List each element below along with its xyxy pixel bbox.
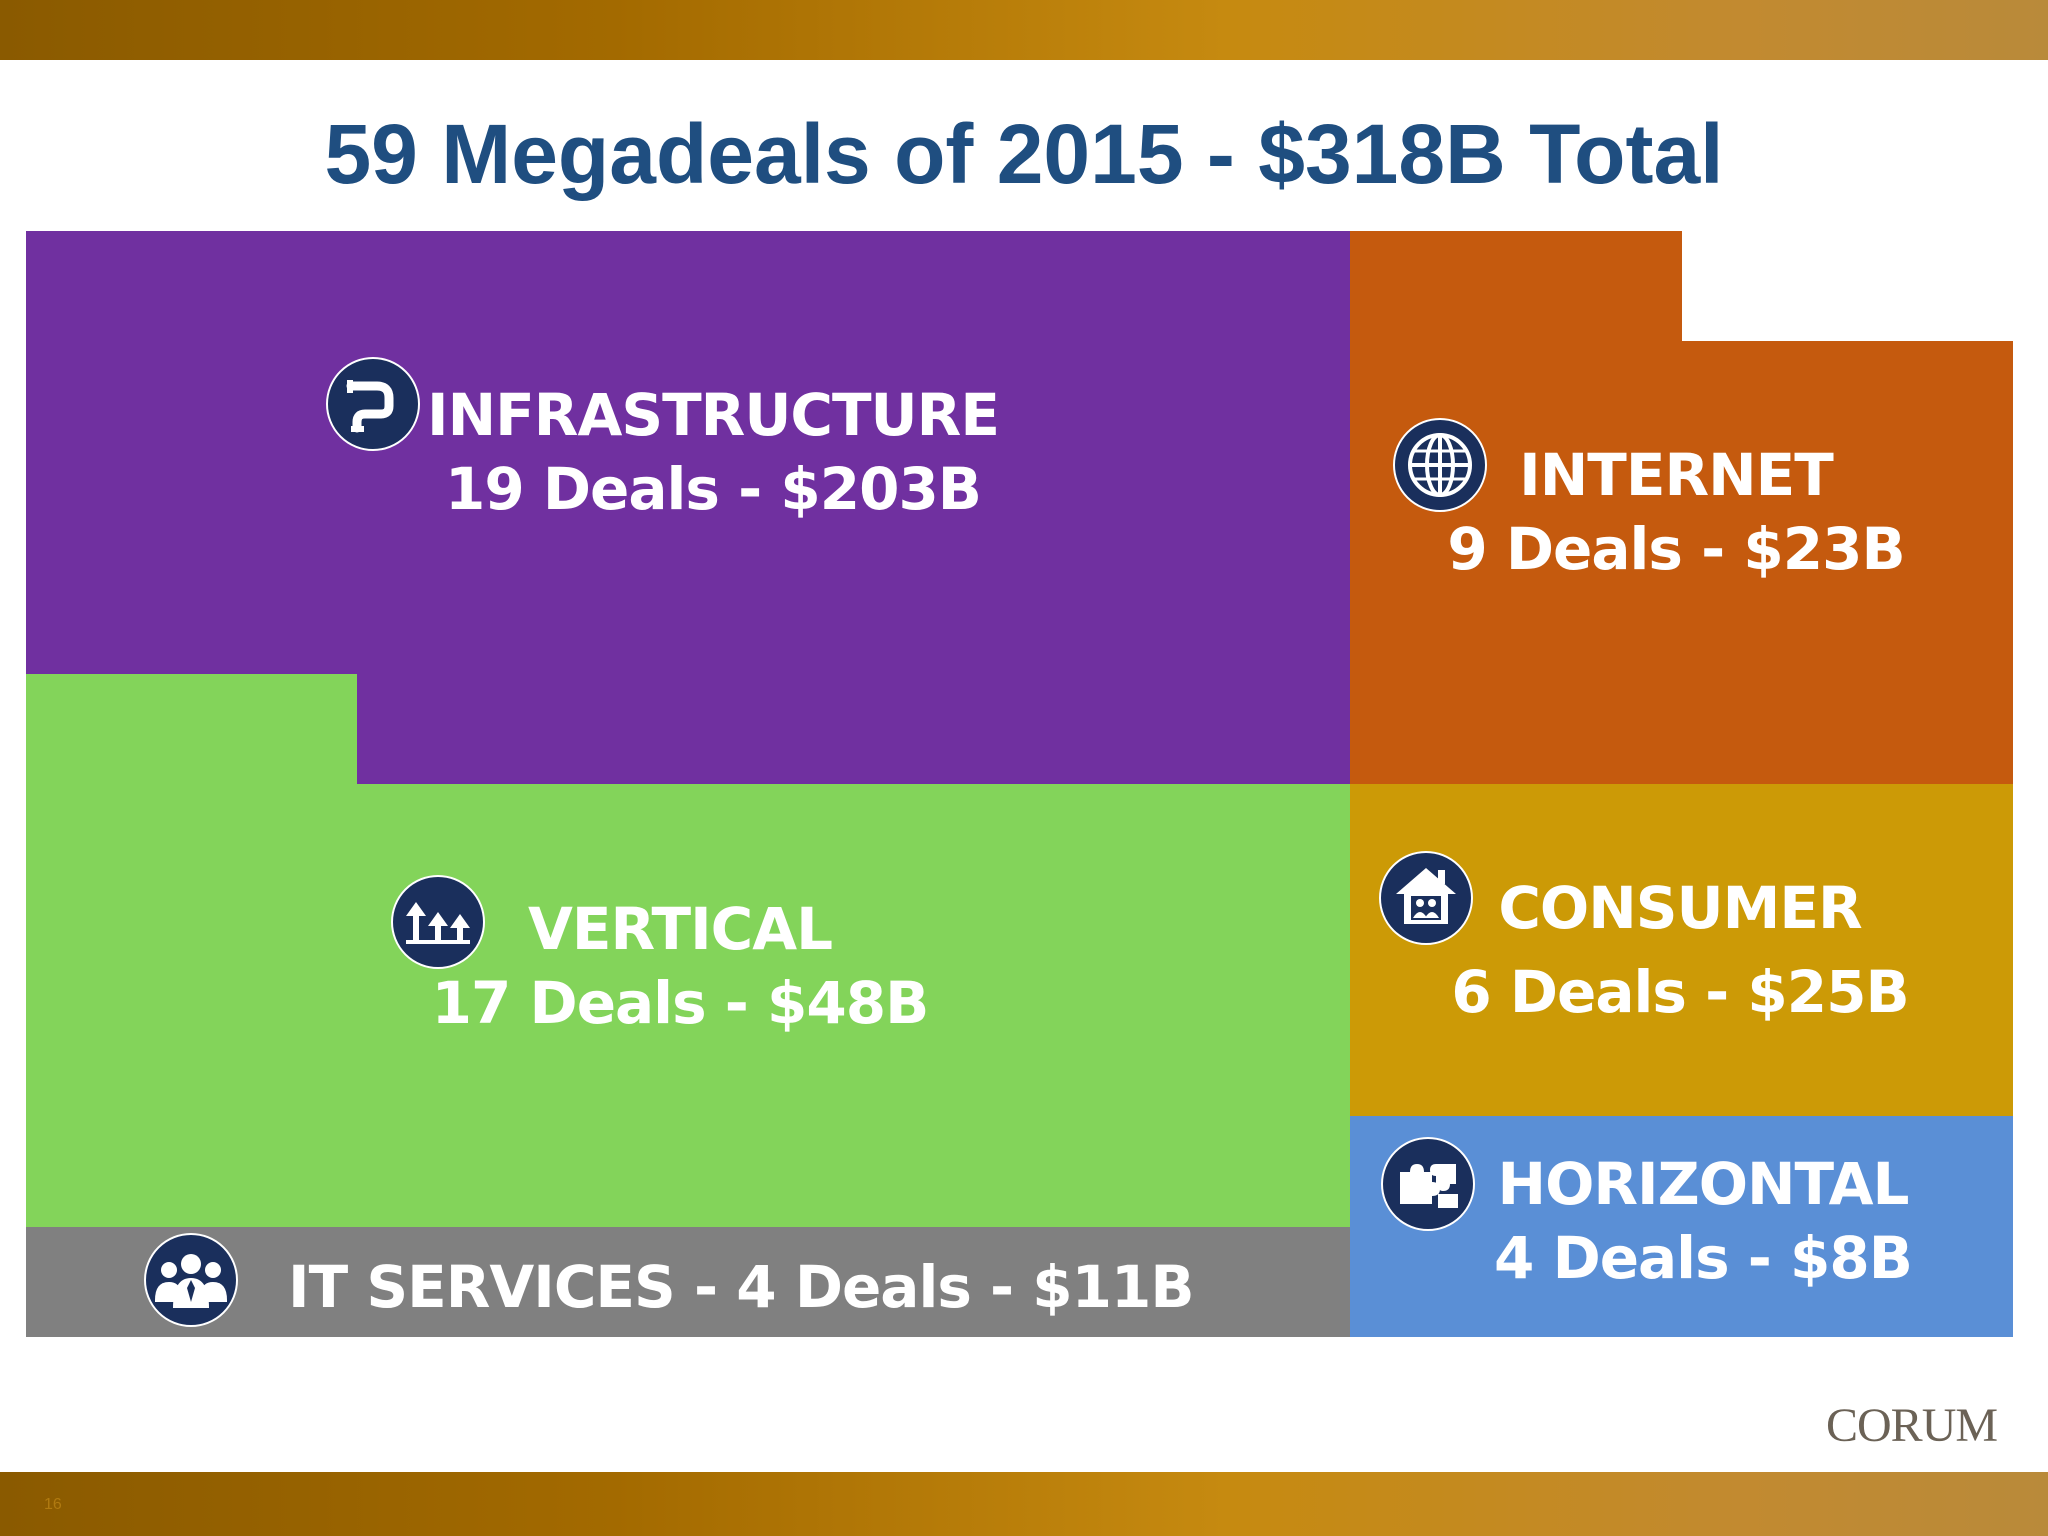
- top-gold-band: [0, 0, 2048, 60]
- horizontal-name: HORIZONTAL: [1497, 1150, 1910, 1218]
- it-services-segment: [26, 1227, 1350, 1337]
- arrows-up-icon: [391, 875, 485, 969]
- infrastructure-name: INFRASTRUCTURE: [427, 381, 1000, 449]
- internet-label: INTERNET 9 Deals - $23B: [1440, 438, 1912, 586]
- horizontal-detail: 4 Deals - $8B: [1494, 1224, 1913, 1292]
- chart-title: 59 Megadeals of 2015 - $318B Total: [324, 107, 1724, 201]
- horizontal-segment: [1350, 1116, 2013, 1337]
- internet-segment: [1350, 231, 2013, 784]
- bottom-gold-band: [0, 1472, 2048, 1536]
- globe-icon: [1393, 418, 1487, 512]
- pipe-icon: [326, 357, 420, 451]
- corum-logo: CORUM: [1826, 1399, 1998, 1452]
- consumer-detail: 6 Deals - $25B: [1451, 958, 1909, 1026]
- internet-detail: 9 Deals - $23B: [1447, 515, 1905, 583]
- people-icon: [144, 1233, 238, 1327]
- internet-name: INTERNET: [1519, 441, 1834, 509]
- horizontal-label: HORIZONTAL 4 Deals - $8B: [1478, 1147, 1928, 1295]
- infrastructure-label: INFRASTRUCTURE 19 Deals - $203B: [400, 378, 1026, 526]
- house-icon: [1379, 851, 1473, 945]
- slide-number: 16: [44, 1496, 62, 1513]
- it-services-label: IT SERVICES - 4 Deals - $11B: [270, 1250, 1195, 1324]
- it-services-detail: IT SERVICES - 4 Deals - $11B: [288, 1253, 1195, 1321]
- vertical-segment: [26, 674, 1350, 1227]
- vertical-label: VERTICAL 17 Deals - $48B: [420, 892, 940, 1040]
- vertical-name: VERTICAL: [527, 895, 833, 963]
- infrastructure-detail: 19 Deals - $203B: [444, 455, 982, 523]
- consumer-segment: [1350, 784, 2013, 1116]
- vertical-detail: 17 Deals - $48B: [431, 969, 930, 1037]
- consumer-name: CONSUMER: [1498, 874, 1862, 942]
- consumer-label: CONSUMER 6 Deals - $25B: [1440, 866, 1920, 1034]
- puzzle-icon: [1381, 1137, 1475, 1231]
